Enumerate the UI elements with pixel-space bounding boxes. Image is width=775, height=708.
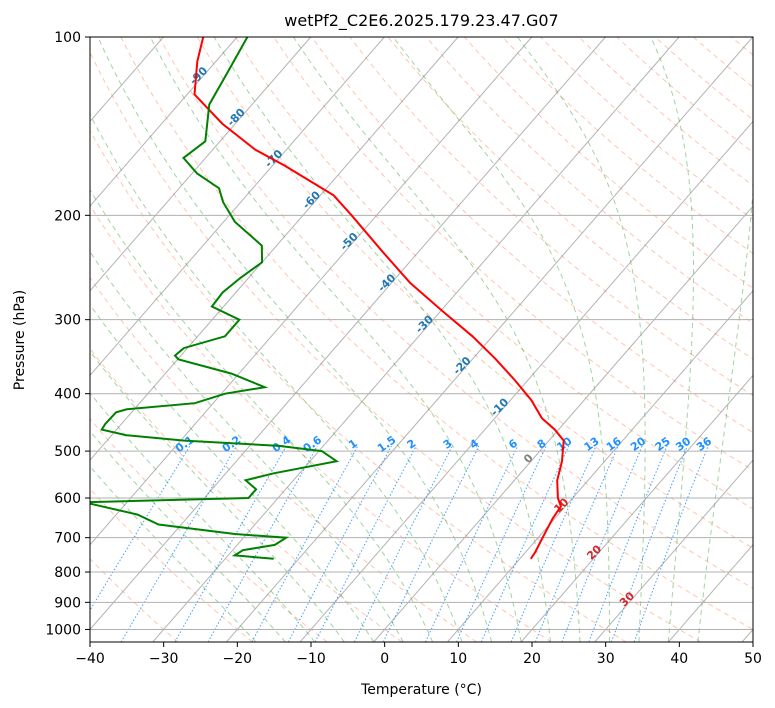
x-tick-label: −20 xyxy=(223,651,253,667)
mixing-ratio-line xyxy=(353,445,453,642)
isotherm-line xyxy=(226,37,753,642)
dry-adiabat-line xyxy=(196,37,753,549)
isotherm-line xyxy=(373,205,753,642)
y-tick-label: 800 xyxy=(54,565,81,581)
dry-adiabat-line xyxy=(387,37,753,360)
dry-adiabat-line xyxy=(120,37,753,631)
y-tick-label: 500 xyxy=(54,444,81,460)
moist-adiabat-line xyxy=(90,113,463,642)
mixing-ratio-line xyxy=(314,445,417,642)
moist-adiabat-line xyxy=(90,430,286,642)
x-axis-title: Temperature (°C) xyxy=(360,682,482,698)
isotherm-line xyxy=(90,37,238,207)
y-tick-label: 600 xyxy=(54,491,81,507)
mixing-ratio-line xyxy=(588,445,668,642)
mixing-ratio-line xyxy=(610,445,688,642)
grid-lines xyxy=(90,37,753,630)
dry-adiabat-line xyxy=(234,37,753,510)
x-tick-label: −40 xyxy=(75,651,105,667)
x-tick-label: 0 xyxy=(380,651,389,667)
moist-adiabat-line xyxy=(697,186,753,642)
isotherm-line xyxy=(152,37,680,642)
y-tick-label: 900 xyxy=(54,595,81,611)
moist-adiabat-line xyxy=(149,37,522,642)
moist-adiabat-line xyxy=(90,250,404,642)
x-axis-ticks: −40 −30 −20 −10 0 10 20 30 40 50 xyxy=(75,642,762,667)
dry-adiabat-line xyxy=(90,129,627,642)
y-tick-label: 100 xyxy=(54,30,81,46)
background-lines xyxy=(90,37,753,642)
isotherm-line xyxy=(90,37,606,631)
y-tick-label: 200 xyxy=(54,208,81,224)
profile-lines xyxy=(90,37,565,560)
mixing-ratio-line xyxy=(480,445,570,642)
mixing-ratio-line xyxy=(456,445,547,642)
dewpoint-profile-line xyxy=(90,37,340,560)
mixing-ratio-line xyxy=(534,445,619,642)
y-tick-label: 300 xyxy=(54,313,81,329)
dry-adiabat-line xyxy=(616,37,753,154)
dry-adiabat-line xyxy=(578,37,753,187)
x-tick-label: −10 xyxy=(296,651,326,667)
x-tick-label: 50 xyxy=(744,651,762,667)
y-tick-label: 700 xyxy=(54,531,81,547)
x-tick-label: −30 xyxy=(149,651,179,667)
x-tick-label: 20 xyxy=(523,651,541,667)
moist-adiabat-line xyxy=(213,37,551,642)
dry-adiabat-line xyxy=(158,37,753,589)
moist-adiabat-line xyxy=(90,392,316,642)
x-tick-label: 40 xyxy=(670,651,688,667)
x-tick-label: 10 xyxy=(449,651,467,667)
y-axis-ticks: 100 200 300 400 500 600 700 800 900 1000 xyxy=(45,30,90,638)
isotherm-line xyxy=(594,459,753,642)
dry-adiabat-line xyxy=(90,347,403,642)
moist-adiabat-line xyxy=(97,37,493,642)
x-tick-label: 30 xyxy=(597,651,615,667)
isotherm-line xyxy=(520,374,753,642)
moist-adiabat-line xyxy=(90,465,257,642)
isotherm-line xyxy=(90,37,459,461)
dry-adiabat-line xyxy=(311,37,753,434)
isotherm-line xyxy=(90,37,312,292)
moist-adiabat-line xyxy=(392,37,610,642)
moist-adiabat-line xyxy=(90,188,434,642)
isotherm-line xyxy=(299,120,753,642)
moist-adiabat-line xyxy=(517,37,646,642)
temperature-profile-line xyxy=(193,37,565,560)
moist-adiabat-line xyxy=(90,303,375,642)
mixing-ratio-line xyxy=(120,445,238,642)
mixing-ratio-line xyxy=(174,445,287,642)
mixing-ratio-line xyxy=(510,445,597,642)
mixing-ratio-line xyxy=(251,445,359,642)
isotherm-line xyxy=(447,289,753,642)
dry-adiabat-line xyxy=(349,37,753,397)
y-tick-label: 1000 xyxy=(45,622,81,638)
y-axis-title: Pressure (hPa) xyxy=(12,290,28,390)
dry-adiabat-line xyxy=(90,418,328,642)
chart-title: wetPf2_C2E6.2025.179.23.47.G07 xyxy=(284,11,558,31)
moist-adiabat-line xyxy=(650,37,694,642)
plot-frame xyxy=(89,36,754,643)
y-tick-label: 400 xyxy=(54,387,81,403)
isotherm-line xyxy=(90,37,533,546)
mixing-ratio-line xyxy=(382,445,480,642)
mixing-ratio-line xyxy=(207,445,318,642)
mixing-ratio-line xyxy=(425,445,519,642)
isotherm-line xyxy=(90,37,385,377)
mixing-ratio-line xyxy=(561,445,643,642)
moist-adiabat-line xyxy=(292,37,581,642)
